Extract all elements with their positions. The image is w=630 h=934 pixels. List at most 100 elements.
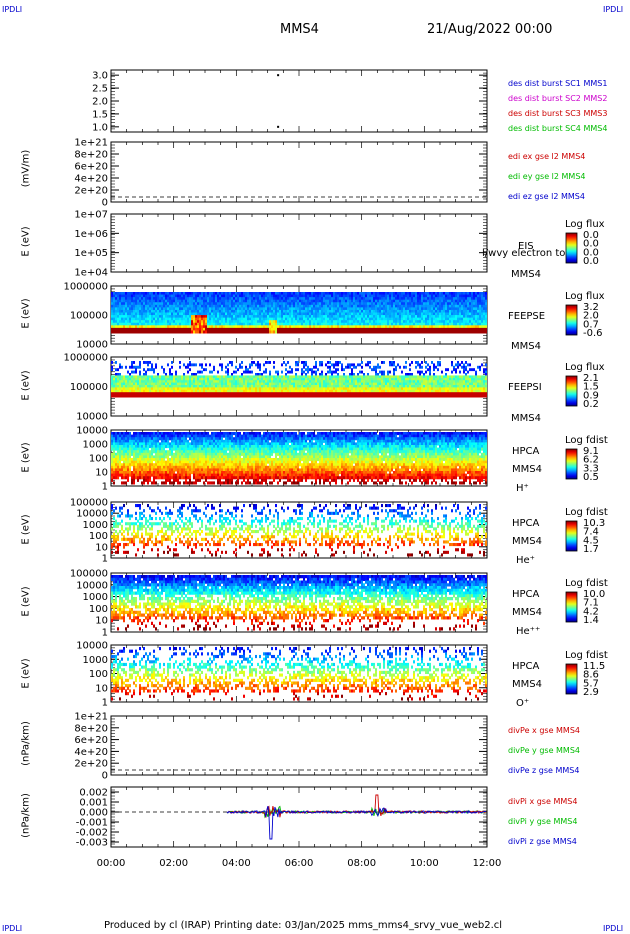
spectrogram-cell [149,325,151,329]
spectrogram-cell [237,387,239,391]
spectrogram-cell [261,307,263,311]
spectrogram-cell [371,320,373,324]
spectrogram-cell [199,320,201,324]
spectrogram-cell [403,302,405,306]
spectrogram-cell [419,304,421,308]
spectrogram-cell [235,297,237,301]
spectrogram-cell [397,320,399,324]
spectrogram-cell [223,330,225,334]
spectrogram-cell [455,327,457,331]
spectrogram-cell [379,327,381,331]
spectrogram-cell [131,294,133,298]
spectrogram-cell [391,309,393,313]
spectrogram-cell [279,304,281,308]
spectrogram-cell [303,302,305,306]
spectrogram-cell [391,315,393,319]
spectrogram-cell [157,387,159,391]
spectrogram-cell [423,299,425,303]
spectrogram-cell [379,322,381,326]
spectrogram-cell [239,320,241,324]
spectrogram-cell [269,317,271,321]
spectrogram-cell [311,297,313,301]
spectrogram-cell [145,389,147,393]
spectrogram-cell [349,315,351,319]
spectrogram-cell [369,317,371,321]
spectrogram-cell [251,309,253,313]
spectrogram-cell [379,304,381,308]
colorbar-tick: 2.0 [583,311,599,322]
spectrogram-cell [319,312,321,316]
spectrogram-cell [213,322,215,326]
spectrogram-cell [319,317,321,321]
spectrogram-cell [345,317,347,321]
spectrogram-cell [219,380,221,384]
spectrogram-cell [207,299,209,303]
spectrogram-cell [221,385,223,388]
spectrogram-cell [163,368,165,372]
spectrogram-cell [365,307,367,311]
spectrogram-cell [393,320,395,324]
spectrogram-cell [227,368,229,372]
spectrogram-cell [407,330,409,334]
spectrogram-cell [153,315,155,319]
spectrogram-cell [249,292,251,296]
spectrogram-cell [261,315,263,319]
spectrogram-cell [121,297,123,301]
spectrogram-cell [203,375,205,379]
spectrogram-cell [359,320,361,324]
spectrogram-cell [145,312,147,316]
spectrogram-cell [209,325,211,329]
spectrogram-cell [223,325,225,329]
spectrogram-cell [479,309,481,313]
spectrogram-cell [137,330,139,334]
spectrogram-cell [359,294,361,298]
spectrogram-cell [463,322,465,326]
spectrogram-cell [411,312,413,316]
spectrogram-cell [125,299,127,303]
legend-entry: divPi x gse MMS4 [508,797,577,806]
spectrogram-cell [477,320,479,324]
spectrogram-cell [279,299,281,303]
spectrogram-cell [343,322,345,326]
spectrogram-cell [255,304,257,308]
spectrogram-cell [143,320,145,324]
spectrogram-cell [413,294,415,298]
spectrogram-cell [117,297,119,301]
spectrogram-cell [235,299,237,303]
ytick-label: 1000000 [63,282,108,293]
colorbar-title: Log flux [565,362,605,373]
spectrogram-cell [119,389,121,393]
spectrogram-cell [247,307,249,311]
spectrogram-cell [197,309,199,313]
spectrogram-cell [261,322,263,326]
spectrogram-cell [375,299,377,303]
spectrogram-cell [271,322,273,326]
spectrogram-cell [275,302,277,306]
spectrogram-cell [449,302,451,306]
colorbar-title: Log flux [565,291,605,302]
spectrogram-cell [219,322,221,326]
spectrogram-cell [169,322,171,326]
spectrogram-cell [359,317,361,321]
spectrogram-cell [303,299,305,303]
spectrogram-cell [417,315,419,319]
spectrogram-cell [339,299,341,303]
spectrogram-cell [329,299,331,303]
spectrogram-cell [141,304,143,308]
spectrogram-cell [243,320,245,324]
spectrogram-cell [147,392,149,396]
spectrogram-cell [131,387,133,391]
spectrogram-cell [277,322,279,326]
spectrogram-cell [429,292,431,296]
spectrogram-cell [125,320,127,324]
spectrogram-cell [403,307,405,311]
spectrogram-cell [413,315,415,319]
spectrogram-cell [259,315,261,319]
spectrogram-cell [403,299,405,303]
spectrogram-cell [155,365,157,369]
spectrogram-cell [411,299,413,303]
spectrogram-cell [249,325,251,329]
spectrogram-cell [385,320,387,324]
spectrogram-cell [177,375,179,379]
spectrogram-cell [235,392,237,396]
